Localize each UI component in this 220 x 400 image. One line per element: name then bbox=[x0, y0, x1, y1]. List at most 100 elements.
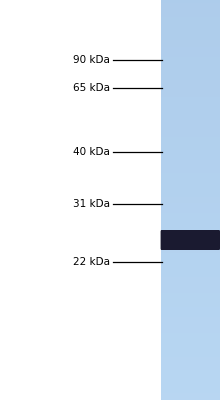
Bar bbox=[161, 117, 220, 120]
Bar bbox=[161, 53, 220, 57]
Bar bbox=[161, 183, 220, 187]
Bar bbox=[161, 327, 220, 330]
Bar bbox=[161, 63, 220, 67]
Bar bbox=[161, 350, 220, 353]
Bar bbox=[161, 377, 220, 380]
Text: 65 kDa: 65 kDa bbox=[73, 83, 110, 93]
Bar bbox=[161, 330, 220, 333]
Bar bbox=[161, 20, 220, 23]
Bar bbox=[161, 80, 220, 83]
Bar bbox=[161, 347, 220, 350]
Bar bbox=[161, 173, 220, 177]
Bar bbox=[161, 307, 220, 310]
Bar bbox=[161, 10, 220, 13]
Bar bbox=[161, 7, 220, 10]
Bar bbox=[161, 220, 220, 223]
Bar bbox=[161, 207, 220, 210]
Bar bbox=[161, 237, 220, 240]
Bar bbox=[161, 160, 220, 163]
Bar bbox=[161, 217, 220, 220]
Bar bbox=[161, 30, 220, 33]
Bar bbox=[161, 43, 220, 47]
Bar bbox=[161, 273, 220, 277]
Bar bbox=[161, 320, 220, 323]
Bar bbox=[161, 140, 220, 143]
Bar bbox=[161, 383, 220, 387]
Bar bbox=[161, 113, 220, 117]
Bar bbox=[161, 203, 220, 207]
Bar bbox=[161, 193, 220, 197]
Bar bbox=[161, 353, 220, 357]
Bar bbox=[161, 133, 220, 137]
Bar bbox=[161, 0, 220, 3]
Bar bbox=[161, 170, 220, 173]
Bar bbox=[161, 137, 220, 140]
Bar bbox=[161, 277, 220, 280]
Bar bbox=[161, 267, 220, 270]
Bar bbox=[161, 103, 220, 107]
Bar bbox=[161, 253, 220, 257]
Bar bbox=[161, 83, 220, 87]
Bar bbox=[161, 127, 220, 130]
Bar bbox=[161, 67, 220, 70]
Bar bbox=[161, 13, 220, 17]
Bar bbox=[161, 300, 220, 303]
Bar bbox=[161, 167, 220, 170]
Bar bbox=[161, 247, 220, 250]
Bar bbox=[161, 107, 220, 110]
Bar bbox=[161, 333, 220, 337]
Bar bbox=[161, 303, 220, 307]
Bar bbox=[161, 270, 220, 273]
Text: 22 kDa: 22 kDa bbox=[73, 257, 110, 267]
Bar bbox=[161, 77, 220, 80]
Bar bbox=[161, 380, 220, 383]
Bar bbox=[161, 280, 220, 283]
Bar bbox=[161, 370, 220, 373]
Bar bbox=[161, 60, 220, 63]
Bar bbox=[161, 97, 220, 100]
Bar bbox=[161, 157, 220, 160]
Bar bbox=[161, 390, 220, 393]
Bar bbox=[161, 90, 220, 93]
Bar bbox=[161, 317, 220, 320]
FancyBboxPatch shape bbox=[161, 230, 220, 250]
Bar bbox=[161, 70, 220, 73]
Bar bbox=[161, 310, 220, 313]
Bar bbox=[161, 57, 220, 60]
Bar bbox=[161, 110, 220, 113]
Bar bbox=[161, 123, 220, 127]
Bar bbox=[161, 283, 220, 287]
Bar bbox=[161, 200, 220, 203]
Bar bbox=[161, 177, 220, 180]
Text: 40 kDa: 40 kDa bbox=[73, 147, 110, 157]
Bar bbox=[161, 150, 220, 153]
Bar bbox=[161, 257, 220, 260]
Bar bbox=[161, 153, 220, 157]
Bar bbox=[161, 120, 220, 123]
Bar bbox=[161, 100, 220, 103]
Bar bbox=[161, 263, 220, 267]
Text: 31 kDa: 31 kDa bbox=[73, 199, 110, 209]
Bar bbox=[161, 147, 220, 150]
Bar bbox=[161, 357, 220, 360]
Bar bbox=[161, 363, 220, 367]
Bar bbox=[161, 297, 220, 300]
Bar bbox=[161, 190, 220, 193]
Bar bbox=[161, 163, 220, 167]
Bar bbox=[161, 40, 220, 43]
Bar bbox=[161, 240, 220, 243]
Bar bbox=[161, 250, 220, 253]
Bar bbox=[161, 387, 220, 390]
Bar bbox=[161, 293, 220, 297]
Bar bbox=[161, 313, 220, 317]
Bar bbox=[161, 37, 220, 40]
Text: 90 kDa: 90 kDa bbox=[73, 55, 110, 65]
Bar bbox=[161, 187, 220, 190]
Bar bbox=[161, 87, 220, 90]
Bar bbox=[161, 343, 220, 347]
Bar bbox=[161, 227, 220, 230]
Bar bbox=[161, 233, 220, 237]
Bar bbox=[161, 340, 220, 343]
Bar bbox=[161, 93, 220, 97]
Bar bbox=[161, 33, 220, 37]
